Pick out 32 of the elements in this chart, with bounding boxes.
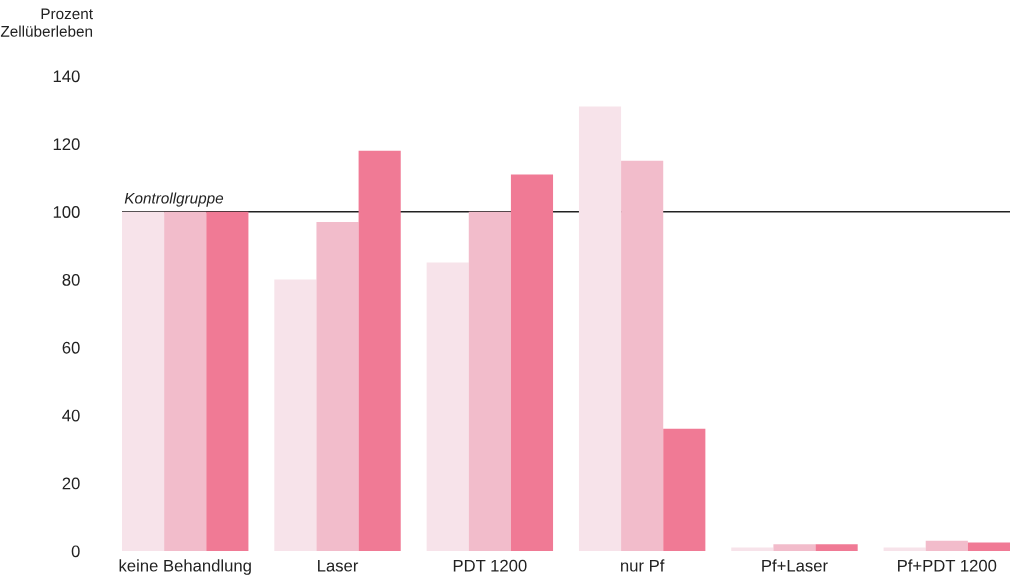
y-tick-label: 60 xyxy=(62,341,80,354)
bar xyxy=(358,150,401,551)
bar xyxy=(316,221,359,551)
bar xyxy=(468,211,511,551)
y-tick-label: 40 xyxy=(62,409,80,422)
bar xyxy=(206,211,249,551)
x-tick-label: PDT 1200 xyxy=(453,559,527,572)
y-axis-title: Prozent Zellüberleben xyxy=(0,8,93,37)
bar xyxy=(773,544,816,551)
bar xyxy=(122,211,165,551)
ref-line-label: Kontrollgruppe xyxy=(124,192,224,207)
y-tick-label: 0 xyxy=(71,545,80,558)
bar xyxy=(510,174,554,551)
bar xyxy=(426,262,469,551)
y-tick-label: 100 xyxy=(53,206,80,218)
bar xyxy=(164,211,207,551)
y-tick-label: 140 xyxy=(53,70,80,83)
bar xyxy=(815,544,858,551)
y-tick-label: 20 xyxy=(62,477,80,490)
bar xyxy=(274,279,317,551)
x-tick-label: Pf+PDT 1200 xyxy=(898,559,997,572)
x-tick-label: nur Pf xyxy=(621,559,665,572)
bar xyxy=(663,428,706,551)
bar xyxy=(967,542,1010,551)
y-tick-label: 80 xyxy=(62,273,80,286)
x-tick-label: Pf+Laser xyxy=(762,559,828,572)
bar xyxy=(925,540,968,551)
bar xyxy=(578,106,622,551)
x-tick-label: keine Behandlung xyxy=(119,559,251,575)
bar xyxy=(621,160,664,551)
y-tick-label: 120 xyxy=(53,138,80,151)
x-tick-label: Laser xyxy=(318,559,359,572)
